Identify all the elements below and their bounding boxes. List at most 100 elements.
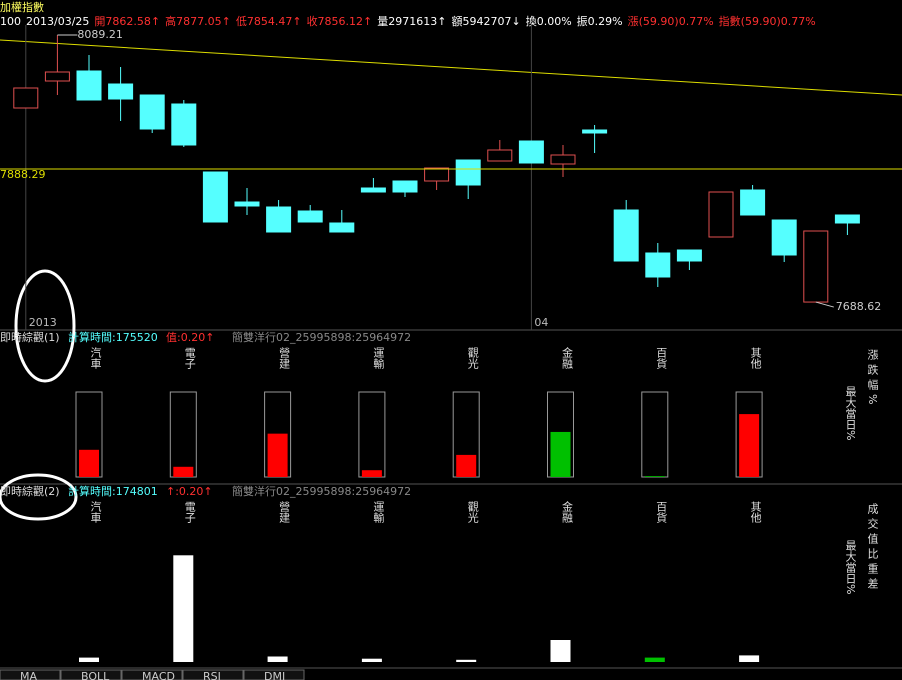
category-label: 金融: [561, 500, 574, 524]
min-label: 7688.62: [836, 300, 882, 313]
candle-body: [803, 230, 829, 303]
category-label: 其他: [749, 501, 762, 523]
category-label: 汽車: [89, 346, 102, 370]
category-label: 百貨: [655, 501, 668, 524]
category-label: 其他: [749, 347, 762, 369]
candle-body: [266, 206, 292, 233]
category-label: 觀光: [466, 501, 479, 524]
bar: [550, 640, 571, 662]
hand-circle: [0, 473, 78, 521]
candle-body: [139, 94, 165, 130]
tab-label[interactable]: MA: [20, 670, 37, 680]
bar: [456, 659, 477, 662]
bar: [79, 657, 99, 662]
candle-body: [487, 149, 513, 162]
candle-body: [108, 83, 134, 100]
category-label: 電子: [183, 347, 196, 369]
leader: [815, 301, 834, 308]
calc-time: 計算時間:175520: [68, 330, 158, 344]
candle-body: [582, 129, 608, 134]
calc-time: 計算時間:174801: [68, 484, 158, 498]
tab[interactable]: [60, 669, 122, 680]
tab-label[interactable]: RSI: [203, 670, 221, 680]
panel-title: 即時綜觀(1): [0, 330, 60, 344]
candle-body: [676, 249, 702, 262]
bar: [550, 431, 571, 477]
bar: [739, 414, 760, 477]
quote-item: 量2971613↑: [377, 15, 446, 28]
reference-label: 7888.29: [0, 168, 46, 181]
candle-body: [771, 219, 797, 256]
panel-note: 值:0.20↑: [166, 331, 214, 344]
tab[interactable]: [121, 669, 183, 680]
quote-item: 漲(59.90)0.77%: [628, 15, 714, 28]
tab-label[interactable]: DMI: [264, 670, 285, 680]
quote-item: 低7854.47↑: [236, 15, 302, 28]
candle-body: [518, 140, 544, 164]
tab-label[interactable]: BOLL: [81, 670, 110, 680]
candle-body: [360, 187, 386, 193]
category-label: 金融: [561, 346, 574, 370]
candle-body: [297, 210, 323, 223]
quote-item: 額5942707↓: [452, 15, 521, 28]
source: 簡雙洋行02_25995898:25964972: [232, 330, 411, 344]
bar: [456, 454, 477, 477]
panel-note: ↑:0.20↑: [166, 485, 213, 498]
tab[interactable]: [243, 669, 305, 680]
category-label: 汽車: [89, 500, 102, 524]
x-tick-label: 2013: [29, 316, 57, 329]
candle-body: [202, 171, 228, 223]
quote-item: 收7856.12↑: [307, 14, 373, 28]
category-label: 電子: [183, 501, 196, 523]
candle-body: [455, 159, 481, 186]
side-label: 漲跌幅%: [866, 349, 879, 409]
side-label: 成交值比重差: [866, 503, 879, 593]
candle-body: [392, 180, 418, 193]
quote-item: 2013/03/25: [26, 15, 89, 28]
tab[interactable]: [182, 669, 244, 680]
category-label: 運輸: [372, 347, 385, 370]
bar: [173, 466, 194, 477]
category-label: 營建: [278, 501, 291, 524]
quote-item: 100: [0, 15, 21, 28]
candle-body: [234, 201, 260, 207]
candle-body: [708, 191, 734, 238]
category-label: 營建: [278, 347, 291, 370]
tab-label[interactable]: MACD: [142, 670, 175, 680]
bar: [79, 449, 99, 477]
candle-body: [550, 154, 576, 165]
trend-line: [0, 39, 902, 96]
candle-body: [645, 252, 671, 278]
quote-item: 指數(59.90)0.77%: [719, 14, 816, 28]
candle-body: [740, 189, 766, 216]
tab[interactable]: [0, 669, 61, 680]
quote-item: 換0.00%: [526, 15, 572, 28]
bar: [173, 555, 194, 662]
bar: [361, 658, 382, 662]
category-label: 百貨: [655, 347, 668, 370]
max-label: 8089.21: [77, 28, 123, 41]
bar: [267, 656, 288, 662]
candle-body: [834, 214, 860, 224]
quote-item: 高7877.05↑: [165, 14, 231, 28]
bar: [739, 655, 760, 662]
candle-body: [613, 209, 639, 262]
title: 加權指數: [0, 0, 44, 14]
candle-body: [329, 222, 355, 233]
category-label: 觀光: [466, 347, 479, 370]
candle-body: [44, 71, 70, 82]
side-sub: 最大當日%: [844, 540, 857, 595]
x-tick-label: 04: [534, 316, 548, 329]
candle-body: [76, 70, 102, 101]
candle-body: [424, 167, 450, 182]
hand-circle: [14, 269, 76, 383]
candle-body: [171, 103, 197, 146]
side-sub: 最大當日%: [844, 386, 857, 441]
panel-title: 即時綜觀(2): [0, 484, 60, 498]
bar: [267, 433, 288, 477]
category-label: 運輸: [372, 501, 385, 524]
bar: [361, 470, 382, 477]
bar: [644, 476, 665, 477]
quote-item: 振0.29%: [577, 14, 623, 28]
